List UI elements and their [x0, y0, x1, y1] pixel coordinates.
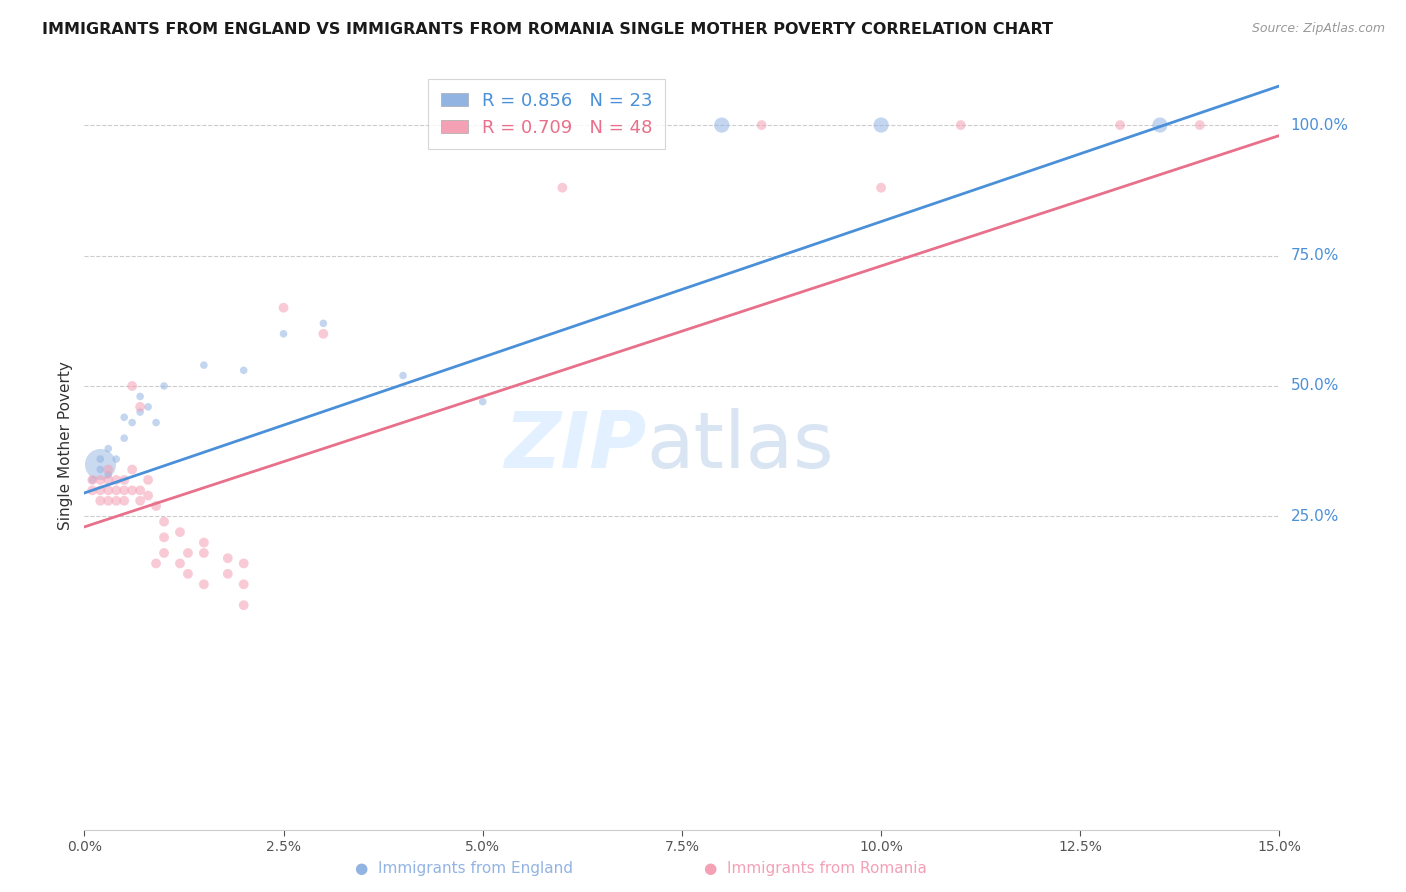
- Point: [121, 483, 143, 498]
- Text: 75.0%: 75.0%: [1291, 248, 1339, 263]
- Text: ●  Immigrants from England: ● Immigrants from England: [354, 861, 574, 876]
- Point: [471, 394, 494, 409]
- Point: [121, 462, 143, 476]
- Point: [232, 557, 254, 571]
- Text: 100.0%: 100.0%: [1291, 118, 1348, 133]
- Point: [232, 598, 254, 612]
- Point: [169, 525, 191, 540]
- Point: [193, 535, 215, 549]
- Point: [105, 452, 128, 467]
- Point: [112, 473, 135, 487]
- Point: [177, 546, 200, 560]
- Point: [129, 400, 152, 414]
- Text: 50.0%: 50.0%: [1291, 378, 1339, 393]
- Text: 25.0%: 25.0%: [1291, 509, 1339, 524]
- Point: [82, 483, 104, 498]
- Point: [89, 473, 111, 487]
- Text: ZIP: ZIP: [503, 408, 647, 484]
- Point: [193, 577, 215, 591]
- Point: [89, 462, 111, 476]
- Point: [949, 118, 972, 132]
- Point: [870, 180, 893, 194]
- Point: [232, 577, 254, 591]
- Point: [105, 473, 128, 487]
- Text: Source: ZipAtlas.com: Source: ZipAtlas.com: [1251, 22, 1385, 36]
- Point: [112, 493, 135, 508]
- Point: [193, 358, 215, 372]
- Point: [136, 473, 159, 487]
- Point: [121, 379, 143, 393]
- Point: [232, 363, 254, 377]
- Point: [97, 493, 120, 508]
- Point: [129, 405, 152, 419]
- Point: [193, 546, 215, 560]
- Point: [112, 483, 135, 498]
- Point: [312, 326, 335, 341]
- Point: [392, 368, 415, 383]
- Point: [112, 431, 135, 445]
- Point: [1109, 118, 1132, 132]
- Point: [97, 442, 120, 456]
- Point: [273, 301, 295, 315]
- Point: [129, 483, 152, 498]
- Point: [153, 546, 176, 560]
- Point: [551, 180, 574, 194]
- Y-axis label: Single Mother Poverty: Single Mother Poverty: [58, 361, 73, 531]
- Point: [1149, 118, 1171, 132]
- Point: [105, 483, 128, 498]
- Point: [89, 452, 111, 467]
- Point: [169, 557, 191, 571]
- Point: [97, 467, 120, 482]
- Point: [145, 499, 167, 513]
- Legend: R = 0.856   N = 23, R = 0.709   N = 48: R = 0.856 N = 23, R = 0.709 N = 48: [427, 79, 665, 150]
- Text: atlas: atlas: [647, 408, 834, 484]
- Point: [217, 551, 239, 566]
- Point: [153, 515, 176, 529]
- Point: [153, 530, 176, 544]
- Point: [89, 457, 111, 471]
- Point: [97, 483, 120, 498]
- Text: IMMIGRANTS FROM ENGLAND VS IMMIGRANTS FROM ROMANIA SINGLE MOTHER POVERTY CORRELA: IMMIGRANTS FROM ENGLAND VS IMMIGRANTS FR…: [42, 22, 1053, 37]
- Point: [112, 410, 135, 425]
- Point: [751, 118, 773, 132]
- Point: [312, 317, 335, 331]
- Point: [97, 473, 120, 487]
- Point: [136, 400, 159, 414]
- Point: [105, 493, 128, 508]
- Point: [121, 416, 143, 430]
- Point: [89, 483, 111, 498]
- Point: [129, 389, 152, 403]
- Point: [217, 566, 239, 581]
- Point: [1188, 118, 1211, 132]
- Point: [710, 118, 733, 132]
- Point: [89, 493, 111, 508]
- Point: [870, 118, 893, 132]
- Point: [153, 379, 176, 393]
- Point: [177, 566, 200, 581]
- Point: [273, 326, 295, 341]
- Point: [129, 493, 152, 508]
- Point: [145, 557, 167, 571]
- Point: [136, 489, 159, 503]
- Point: [97, 462, 120, 476]
- Point: [145, 416, 167, 430]
- Point: [82, 473, 104, 487]
- Text: ●  Immigrants from Romania: ● Immigrants from Romania: [704, 861, 927, 876]
- Point: [82, 473, 104, 487]
